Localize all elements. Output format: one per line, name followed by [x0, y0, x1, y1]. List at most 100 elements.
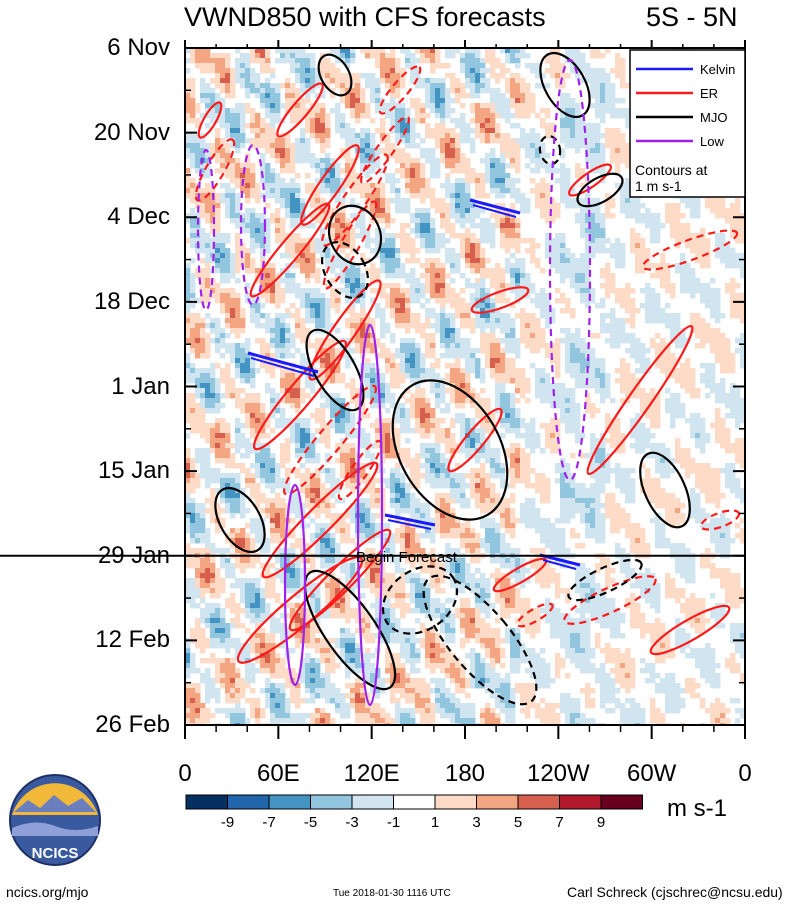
shading-cell [615, 63, 621, 69]
shading-cell [495, 123, 501, 129]
shading-cell [265, 298, 271, 304]
shading-cell [495, 103, 501, 109]
shading-cell [690, 273, 696, 279]
shading-cell [465, 383, 471, 389]
shading-cell [290, 88, 296, 94]
shading-cell [435, 388, 441, 394]
shading-cell [525, 293, 531, 299]
shading-cell [400, 108, 406, 114]
shading-cell [190, 298, 196, 304]
shading-cell [220, 168, 226, 174]
shading-cell [410, 213, 416, 219]
shading-cell [625, 373, 631, 379]
shading-cell [535, 163, 541, 169]
shading-cell [500, 233, 506, 239]
shading-cell [380, 268, 386, 274]
shading-cell [435, 258, 441, 264]
shading-cell [680, 333, 686, 339]
shading-cell [460, 163, 466, 169]
shading-cell [665, 368, 671, 374]
shading-cell [250, 258, 256, 264]
shading-cell [560, 298, 566, 304]
shading-cell [460, 168, 466, 174]
shading-cell [375, 313, 381, 319]
shading-cell [265, 388, 271, 394]
shading-cell [275, 273, 281, 279]
shading-cell [275, 328, 281, 334]
shading-cell [185, 168, 191, 174]
shading-cell [610, 213, 616, 219]
shading-cell [360, 183, 366, 189]
shading-cell [600, 83, 606, 89]
shading-cell [285, 183, 291, 189]
shading-cell [225, 193, 231, 199]
shading-cell [205, 298, 211, 304]
shading-cell [220, 193, 226, 199]
shading-cell [375, 253, 381, 259]
shading-cell [445, 113, 451, 119]
shading-cell [185, 288, 191, 294]
shading-cell [215, 378, 221, 384]
shading-cell [505, 88, 511, 94]
shading-cell [425, 338, 431, 344]
shading-cell [225, 348, 231, 354]
shading-cell [400, 128, 406, 134]
shading-cell [505, 333, 511, 339]
shading-cell [470, 283, 476, 289]
shading-cell [560, 338, 566, 344]
shading-cell [585, 373, 591, 379]
shading-cell [610, 108, 616, 114]
shading-cell [565, 123, 571, 129]
shading-cell [190, 313, 196, 319]
shading-cell [665, 313, 671, 319]
shading-cell [275, 93, 281, 99]
shading-cell [375, 88, 381, 94]
shading-cell [345, 168, 351, 174]
shading-cell [220, 243, 226, 249]
shading-cell [425, 243, 431, 249]
shading-cell [575, 123, 581, 129]
shading-cell [395, 118, 401, 124]
shading-cell [530, 178, 536, 184]
shading-cell [490, 148, 496, 154]
shading-cell [680, 338, 686, 344]
shading-cell [510, 193, 516, 199]
shading-cell [420, 78, 426, 84]
shading-cell [490, 53, 496, 59]
shading-cell [620, 108, 626, 114]
shading-cell [315, 293, 321, 299]
shading-cell [665, 203, 671, 209]
shading-cell [390, 383, 396, 389]
shading-cell [410, 168, 416, 174]
shading-cell [405, 373, 411, 379]
shading-cell [345, 153, 351, 159]
shading-cell [445, 163, 451, 169]
shading-cell [445, 273, 451, 279]
shading-cell [340, 88, 346, 94]
shading-cell [365, 363, 371, 369]
shading-cell [485, 138, 491, 144]
shading-cell [275, 313, 281, 319]
shading-cell [250, 383, 256, 389]
shading-cell [420, 228, 426, 234]
shading-cell [185, 113, 191, 119]
shading-cell [310, 318, 316, 324]
shading-cell [195, 63, 201, 69]
shading-cell [590, 198, 596, 204]
shading-cell [420, 83, 426, 89]
shading-cell [365, 388, 371, 394]
shading-cell [400, 173, 406, 179]
shading-cell [245, 58, 251, 64]
shading-cell [230, 263, 236, 269]
shading-cell [190, 198, 196, 204]
shading-cell [245, 78, 251, 84]
shading-cell [540, 143, 546, 149]
shading-cell [370, 388, 376, 394]
shading-cell [430, 58, 436, 64]
shading-cell [400, 238, 406, 244]
shading-cell [540, 378, 546, 384]
shading-cell [260, 118, 266, 124]
shading-cell [560, 123, 566, 129]
shading-cell [305, 113, 311, 119]
shading-cell [350, 288, 356, 294]
